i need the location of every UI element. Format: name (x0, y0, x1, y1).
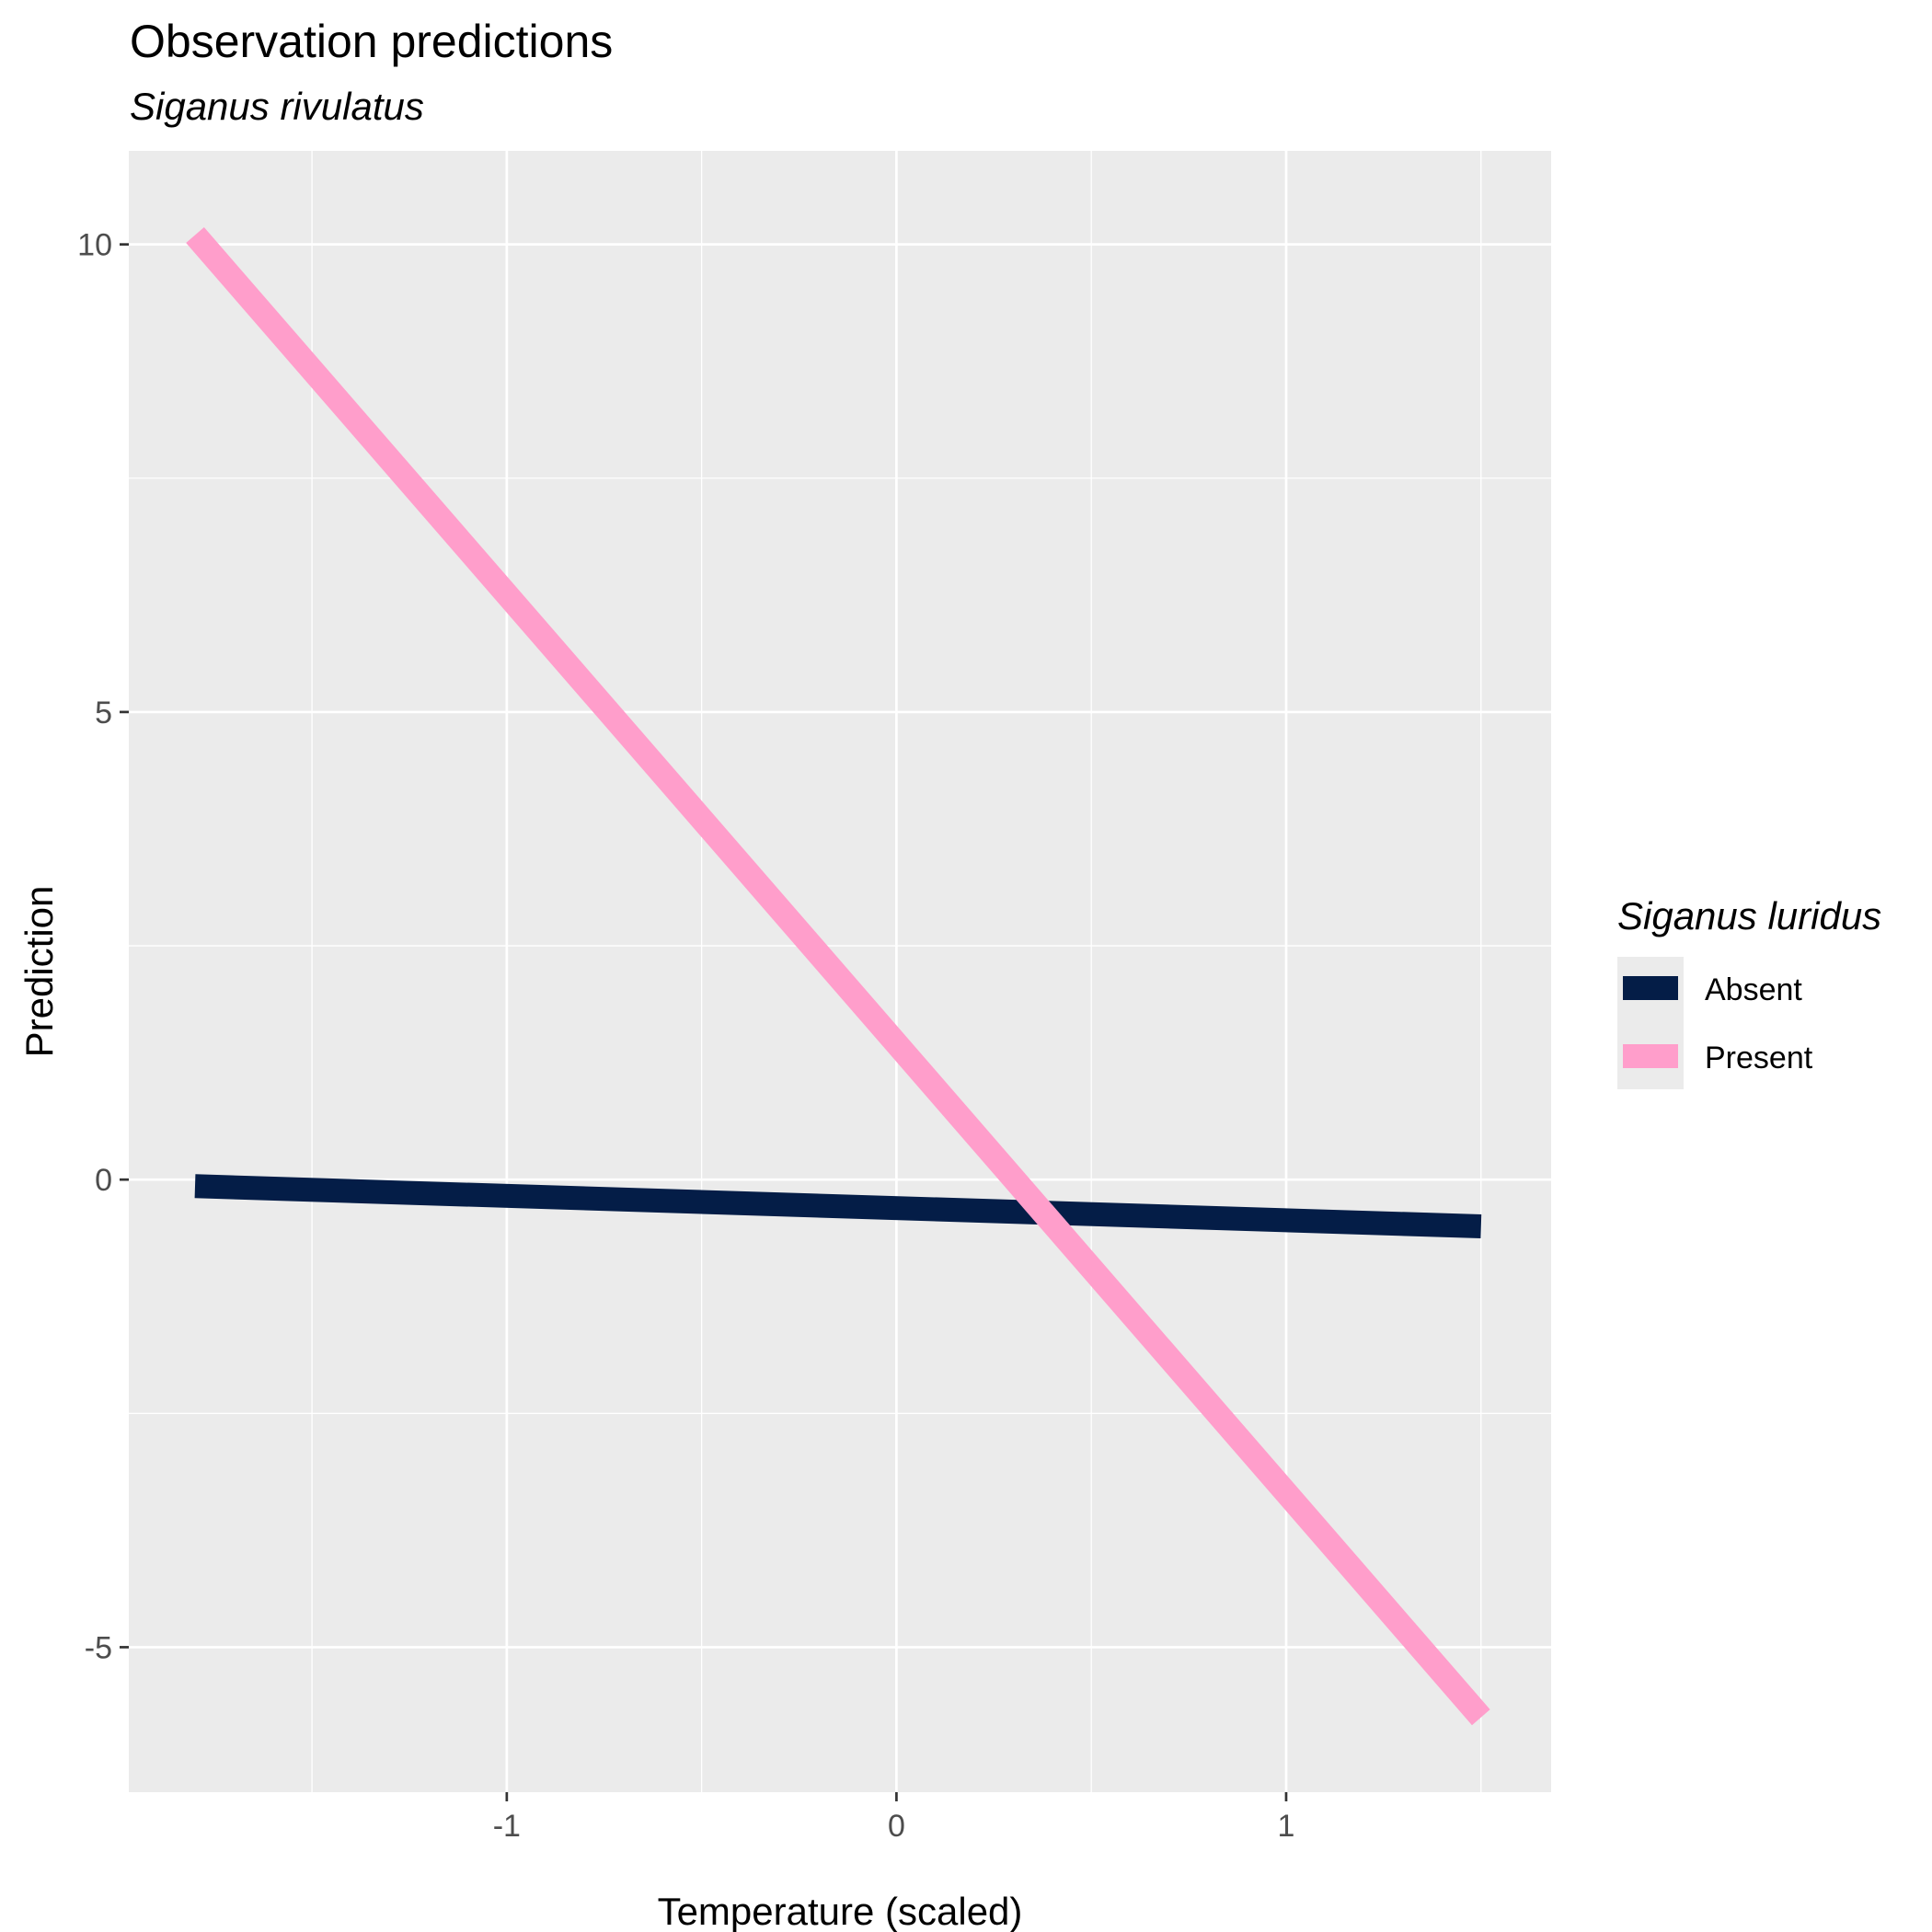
legend: Siganus luridus Absent Present (1617, 894, 1881, 1089)
minor-gridlines (129, 151, 1551, 1792)
series-layer (186, 226, 1490, 1726)
x-tick-label: 1 (1278, 1809, 1295, 1844)
y-tick-label: 0 (95, 1163, 112, 1198)
legend-key-absent (1623, 976, 1678, 1000)
x-tick-label: 0 (888, 1809, 905, 1844)
chart-subtitle: Siganus rivulatus (130, 85, 424, 128)
series-line-present (186, 226, 1490, 1726)
legend-label-absent: Absent (1705, 972, 1802, 1007)
y-tick-label: 10 (77, 228, 112, 263)
y-axis: -5 0 5 10 (77, 228, 129, 1665)
chart-title: Observation predictions (130, 16, 613, 67)
x-axis-title: Temperature (scaled) (658, 1890, 1023, 1932)
major-gridlines (129, 151, 1551, 1792)
legend-title: Siganus luridus (1617, 894, 1881, 937)
x-tick-label: -1 (493, 1809, 521, 1844)
series-line-absent (194, 1174, 1482, 1238)
legend-label-present: Present (1705, 1041, 1813, 1075)
y-axis-title: Prediction (17, 886, 61, 1058)
x-axis: -1 0 1 (493, 1792, 1295, 1844)
y-tick-label: -5 (85, 1630, 112, 1665)
legend-key-present (1623, 1044, 1678, 1068)
y-tick-label: 5 (95, 696, 112, 730)
